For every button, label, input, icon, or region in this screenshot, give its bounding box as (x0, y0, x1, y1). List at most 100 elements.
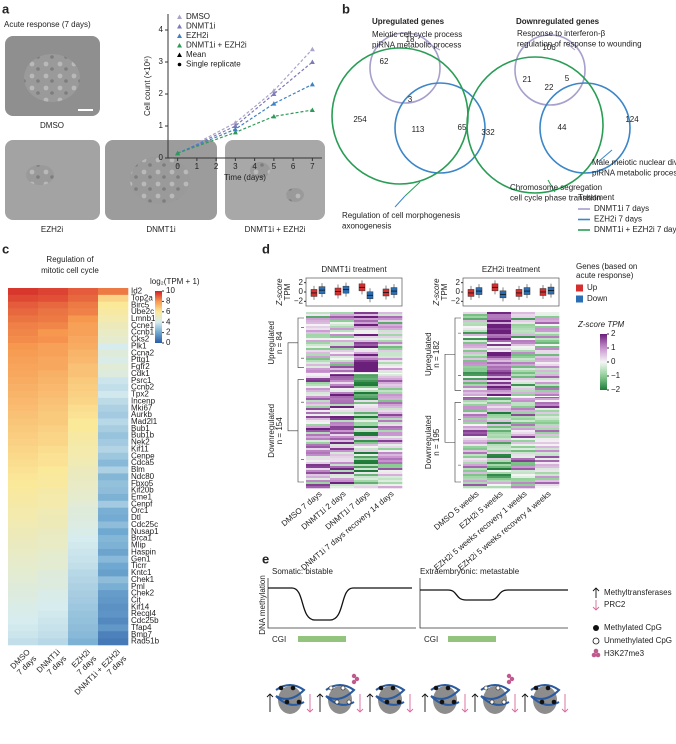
heatmap-stripe (330, 336, 355, 339)
mean-marker (271, 113, 277, 119)
heatmap-cell (8, 624, 39, 632)
heatmap-stripe (378, 398, 403, 401)
cgi-bar (298, 636, 346, 642)
colorbar-tick-label: −2 (611, 385, 621, 394)
colorbar-tick-label: 1 (611, 343, 616, 352)
heatmap-stripe (535, 366, 560, 369)
heatmap-stripe (463, 348, 488, 351)
heatmap-stripe (535, 328, 560, 331)
heatmap-stripe (535, 368, 560, 371)
legend-marker (177, 14, 182, 19)
heatmap-stripe (306, 336, 331, 339)
heatmap-stripe (535, 360, 560, 363)
heatmap-stripe (511, 318, 536, 321)
heatmap-stripe (487, 378, 512, 381)
heatmap-cell (38, 308, 69, 316)
heatmap-title: mitotic cell cycle (41, 266, 99, 275)
heatmap-cell (38, 583, 69, 591)
row-label: Pml (131, 582, 145, 591)
heatmap-stripe (354, 420, 379, 423)
heatmap-stripe (487, 486, 512, 489)
legend-label: DNMT1i + EZH2i 7 days (594, 225, 676, 234)
heatmap-stripe (306, 378, 331, 381)
colorbar-tick-label: 2 (611, 329, 616, 338)
heatmap-stripe (487, 442, 512, 445)
heatmap-stripe (511, 436, 536, 439)
heatmap-stripe (354, 418, 379, 421)
heatmap-stripe (330, 326, 355, 329)
colorbar-tick-label: −1 (611, 371, 621, 380)
dna (530, 684, 561, 706)
heatmap-stripe (463, 360, 488, 363)
x-tick-label: 6 (291, 162, 296, 171)
heatmap-cell (38, 336, 69, 344)
heatmap-stripe (487, 326, 512, 329)
heatmap-stripe (487, 410, 512, 413)
row-label: Bub1 (131, 424, 150, 433)
heatmap-stripe (306, 398, 331, 401)
heatmap-stripe (535, 430, 560, 433)
heatmap-cell (98, 288, 129, 296)
heatmap-stripe (511, 456, 536, 459)
heatmap-stripe (535, 418, 560, 421)
heatmap-stripe (511, 472, 536, 475)
heatmap-stripe (487, 396, 512, 399)
schematic-axes (267, 578, 416, 629)
heatmap-stripe (511, 392, 536, 395)
heatmap-stripe (330, 408, 355, 411)
heatmap-stripe (511, 466, 536, 469)
heatmap-stripe (354, 470, 379, 473)
heatmap-stripe (330, 482, 355, 485)
heatmap-stripe (330, 314, 355, 317)
heatmap-stripe (463, 452, 488, 455)
heatmap-stripe (463, 392, 488, 395)
heatmap-stripe (487, 424, 512, 427)
heatmap-stripe (535, 322, 560, 325)
heatmap-stripe (487, 458, 512, 461)
heatmap-stripe (487, 366, 512, 369)
heatmap-stripe (511, 404, 536, 407)
heatmap-stripe (511, 446, 536, 449)
legend-label: EZH2i 7 days (594, 215, 642, 224)
heatmap-stripe (330, 428, 355, 431)
heatmap-stripe (378, 418, 403, 421)
heatmap-stripe (378, 318, 403, 321)
heatmap-stripe (306, 360, 331, 363)
row-label: Kntc1 (131, 568, 152, 577)
annotation-leader (564, 41, 576, 51)
colorbar-title: log₂(TPM + 1) (150, 277, 200, 286)
heatmap-stripe (511, 382, 536, 385)
heatmap-stripe (330, 450, 355, 453)
heatmap-stripe (330, 324, 355, 327)
heatmap-stripe (330, 382, 355, 385)
heatmap-stripe (487, 406, 512, 409)
heatmap-stripe (463, 418, 488, 421)
heatmap-stripe (330, 468, 355, 471)
heatmap-stripe (463, 352, 488, 355)
heatmap-cell (38, 548, 69, 557)
heatmap-stripe (378, 438, 403, 441)
heatmap-stripe (535, 472, 560, 475)
dendrogram (287, 342, 292, 432)
row-label: Tfap4 (131, 623, 152, 632)
heatmap-stripe (463, 314, 488, 317)
image-caption: EZH2i (41, 225, 63, 234)
heatmap-stripe (306, 374, 331, 377)
heatmap-cell (8, 336, 39, 344)
heatmap-stripe (354, 480, 379, 483)
heatmap-stripe (511, 378, 536, 381)
heatmap-stripe (330, 400, 355, 403)
heatmap-stripe (487, 404, 512, 407)
heatmap-stripe (306, 476, 331, 479)
heatmap-stripe (306, 354, 331, 357)
heatmap-stripe (354, 362, 379, 365)
heatmap-cell (38, 294, 69, 303)
heatmap-stripe (463, 474, 488, 477)
heatmap-stripe (330, 328, 355, 331)
heatmap-cell (68, 596, 99, 605)
heatmap-cell (8, 562, 39, 570)
heatmap-cell (98, 459, 129, 467)
heatmap-cell (68, 342, 99, 351)
heatmap-stripe (378, 424, 403, 427)
heatmap-stripe (535, 364, 560, 367)
